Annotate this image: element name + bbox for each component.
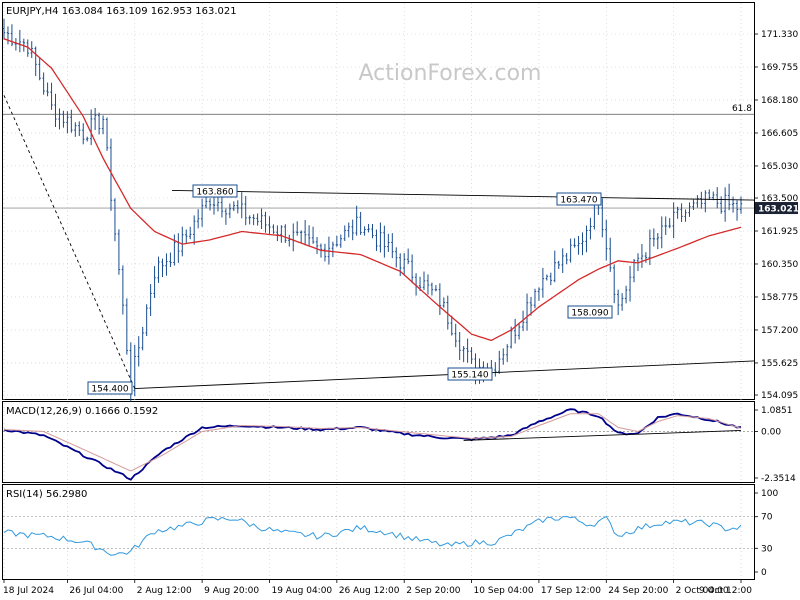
price-tick-label: 166.605 [761,129,798,139]
price-annotation: 163.860 [196,188,233,198]
rsi-tick-label: 30 [761,544,773,554]
rsi-tick-label: 70 [761,513,773,523]
price-header: EURJPY,H4 163.084 163.109 162.953 163.02… [6,6,237,17]
rsi-panel [2,484,755,580]
time-tick-label: 10 Sep 04:00 [474,586,534,596]
rsi-line [3,515,742,556]
macd-panel [2,401,755,483]
macd-signal-line [3,413,742,472]
rsi-tick-label: 100 [761,489,778,499]
macd-tick-label: -2.3514 [761,474,796,484]
price-tick-label: 158.775 [761,293,798,303]
price-annotation: 155.140 [451,371,488,381]
watermark: ActionForex.com [359,61,542,86]
price-tick-label: 155.625 [761,359,798,369]
macd-trendline [463,430,742,441]
trendline [134,360,755,390]
fib-level-label: 61.8 [732,104,752,114]
macd-title: MACD(12,26,9) 0.1666 0.1592 [6,406,158,417]
price-annotation-box [192,184,238,198]
time-tick-label: 26 Jul 04:00 [69,586,123,596]
price-annotation-box [567,305,613,319]
price-tick-label: 154.095 [761,391,798,401]
price-tick-label: 163.500 [761,194,798,204]
rsi-layer [3,515,754,556]
macd-tick-label: 1.0851 [761,406,793,416]
current-price-label: 163.021 [758,205,799,215]
macd-line [3,408,742,481]
macd-layer [3,408,754,481]
price-annotation-box [556,192,602,206]
price-tick-label: 160.350 [761,260,798,270]
price-tick-label: 171.330 [761,30,798,40]
price-tick-label: 168.180 [761,96,798,106]
time-tick-label: 26 Aug 12:00 [339,586,400,596]
moving-average-line [3,38,742,342]
price-tick-label: 161.925 [761,227,798,237]
price-panel [2,2,755,400]
time-tick-label: 17 Sep 12:00 [541,586,601,596]
price-tick-label: 169.755 [761,63,798,73]
time-tick-label: 18 Jul 2024 [3,586,54,596]
time-tick-label: 24 Sep 20:00 [608,586,668,596]
price-annotation-box [87,381,133,395]
price-annotation: 163.470 [560,196,597,206]
macd-tick-label: 0.00 [761,427,781,437]
time-tick-label: 19 Aug 04:00 [271,586,332,596]
price-annotation: 158.090 [571,309,608,319]
axes: 171.330 169.755 168.180 166.605 165.030 163.5… [3,30,799,596]
trendline [171,190,755,201]
current-price-box [755,202,798,215]
price-tick-label: 165.030 [761,162,798,172]
price-tick-label: 157.200 [761,326,798,336]
price-annotation-box [447,367,493,381]
rsi-tick-label: 0 [761,568,767,578]
time-tick-label: 9 Aug 20:00 [204,586,259,596]
price-layer: 61.8 163.860 163.470 158.090 155.140 154.400 [2,18,755,402]
time-tick-label: 2 Oct 04:00 [676,586,729,596]
price-annotation: 154.400 [91,385,128,395]
rsi-title: RSI(14) 56.2980 [6,489,87,500]
time-tick-label: 9 Oct 12:00 [699,586,752,596]
time-tick-label: 2 Sep 20:00 [406,586,461,596]
time-tick-label: 2 Aug 12:00 [137,586,192,596]
